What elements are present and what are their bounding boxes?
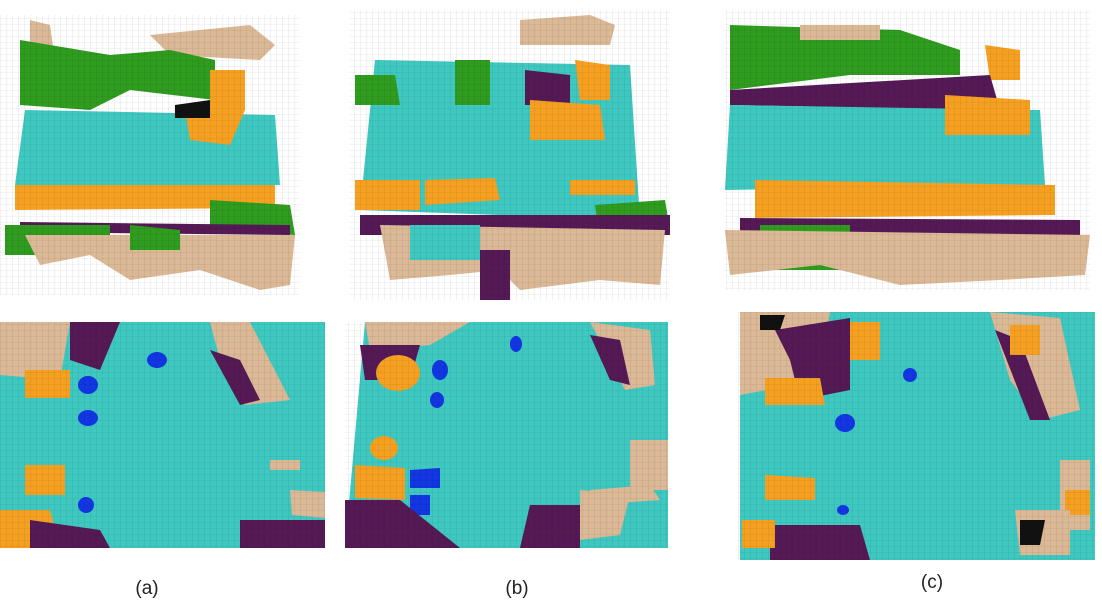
panel-top-a [0, 15, 300, 295]
caption: (b) [505, 578, 528, 599]
panel-bottom-c [738, 312, 1095, 560]
panel-bottom-a [0, 322, 325, 548]
panel-top-c [725, 10, 1090, 290]
caption: (a) [135, 578, 158, 599]
caption: (c) [921, 572, 943, 593]
panel-bottom-b [345, 322, 668, 548]
panel-top-b [350, 10, 670, 300]
